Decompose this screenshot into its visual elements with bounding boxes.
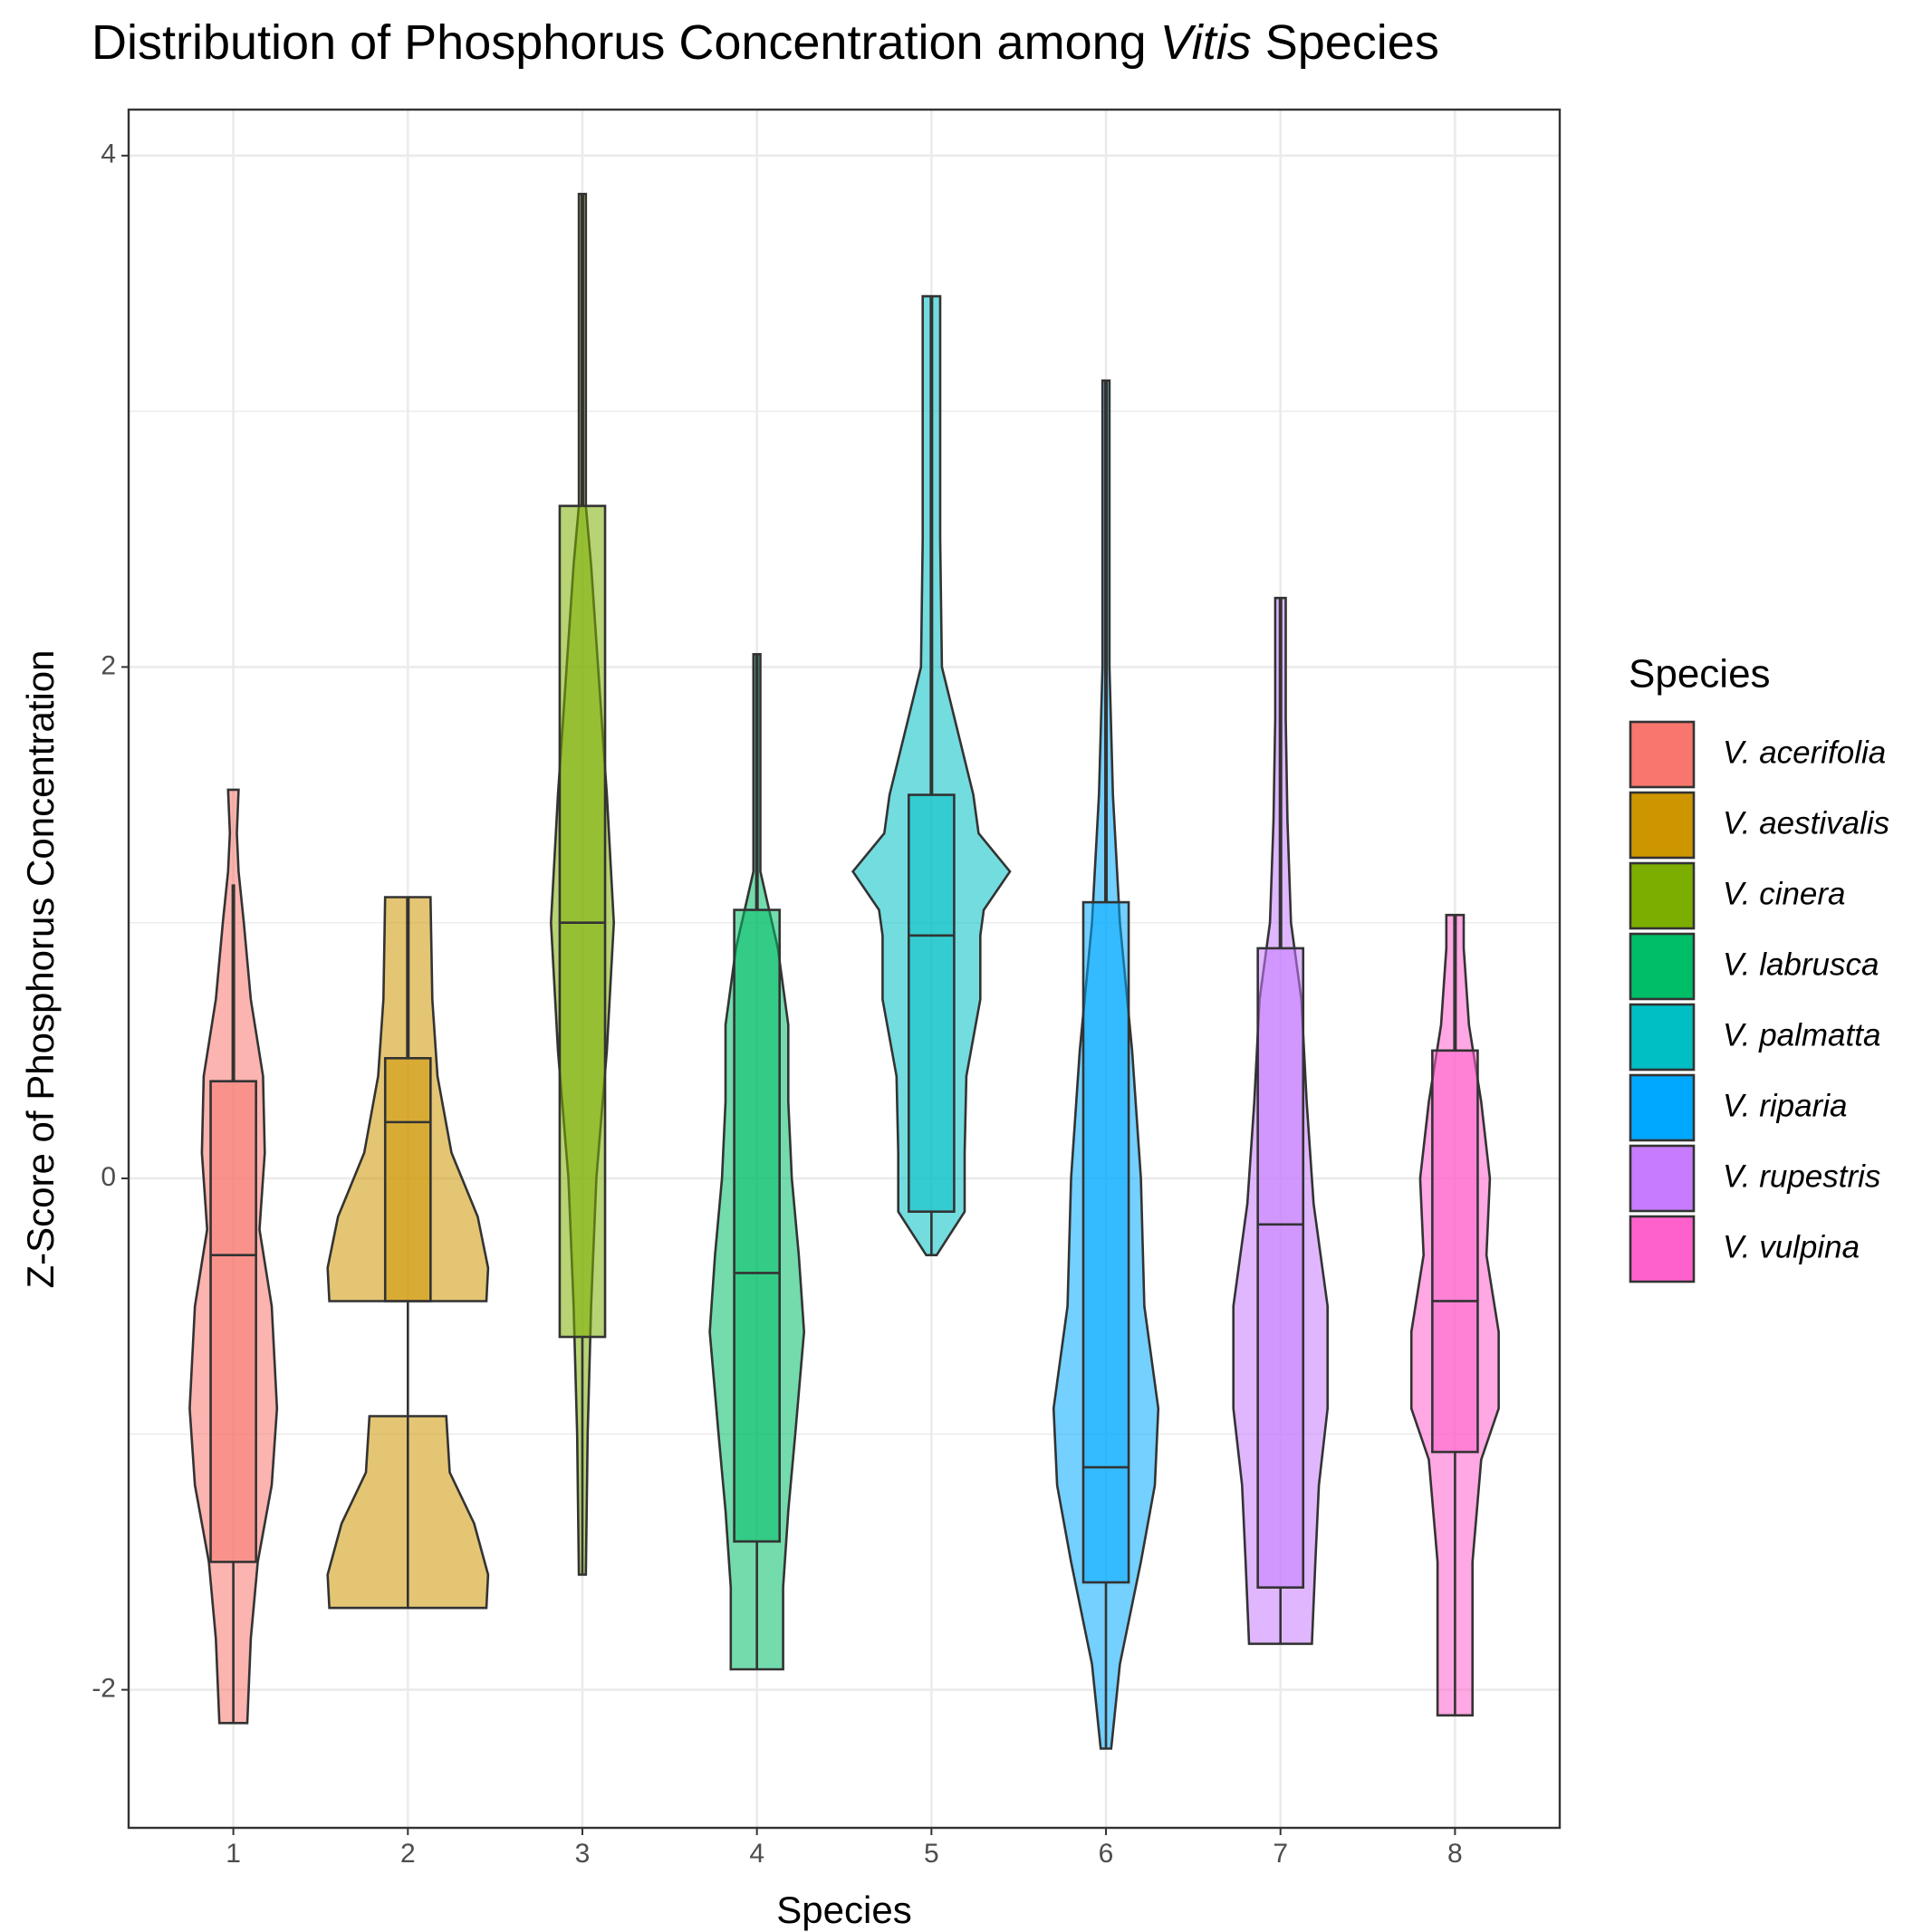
y-tick-label: 0 — [101, 1162, 116, 1192]
legend-label: V. vulpina — [1723, 1229, 1860, 1264]
x-tick-label: 2 — [400, 1839, 416, 1869]
y-axis-title: Z-Score of Phosphorus Concentration — [19, 649, 62, 1288]
plot-border — [127, 108, 1562, 1830]
legend-title: Species — [1629, 652, 1771, 697]
legend-label: V. labrusca — [1723, 947, 1879, 982]
y-tick-label: -2 — [91, 1673, 116, 1703]
x-tick-label: 5 — [924, 1839, 939, 1869]
y-tick-label: 4 — [101, 139, 116, 169]
x-tick-label: 7 — [1273, 1839, 1288, 1869]
box — [733, 908, 782, 1543]
legend-key — [1629, 932, 1696, 1001]
title-part: Species — [1252, 15, 1439, 70]
box — [558, 505, 607, 1339]
legend-label: V. palmatta — [1723, 1017, 1880, 1053]
legend-label: V. riparia — [1723, 1088, 1847, 1123]
x-tick-label: 8 — [1447, 1839, 1463, 1869]
y-tick-label: 2 — [101, 650, 116, 680]
box — [1081, 900, 1130, 1584]
x-tick-label: 1 — [226, 1839, 241, 1869]
boxplot — [209, 884, 257, 1724]
boxplot — [1081, 380, 1130, 1749]
box — [383, 1057, 432, 1302]
x-tick-label: 6 — [1099, 1839, 1114, 1869]
box — [209, 1080, 257, 1563]
title-part: Distribution of Phosphorus Concentration… — [91, 15, 1160, 70]
legend-label: V. acerifolia — [1723, 735, 1886, 770]
legend-key — [1629, 861, 1696, 930]
x-tick-label: 3 — [575, 1839, 591, 1869]
legend-label: V. cinera — [1723, 876, 1846, 911]
box — [907, 793, 956, 1213]
legend-key — [1629, 1144, 1696, 1213]
legend-label: V. aestivalis — [1723, 805, 1889, 841]
boxplot — [1431, 915, 1479, 1716]
x-axis-title: Species — [776, 1889, 911, 1931]
boxplot — [558, 194, 607, 1575]
legend-key — [1629, 1215, 1696, 1283]
box — [1431, 1049, 1479, 1454]
title-part: Vitis — [1160, 15, 1252, 70]
boxplot — [733, 654, 782, 1669]
box — [1256, 947, 1305, 1589]
legend-key — [1629, 720, 1696, 789]
boxplot — [383, 897, 432, 1609]
boxplot — [1256, 598, 1305, 1644]
chart-title: Distribution of Phosphorus Concentration… — [91, 15, 1439, 70]
legend-key — [1629, 1003, 1696, 1072]
legend-key — [1629, 1073, 1696, 1142]
boxplot — [907, 296, 956, 1255]
legend-label: V. rupestris — [1723, 1158, 1880, 1194]
x-tick-label: 4 — [749, 1839, 764, 1869]
legend-key — [1629, 791, 1696, 860]
